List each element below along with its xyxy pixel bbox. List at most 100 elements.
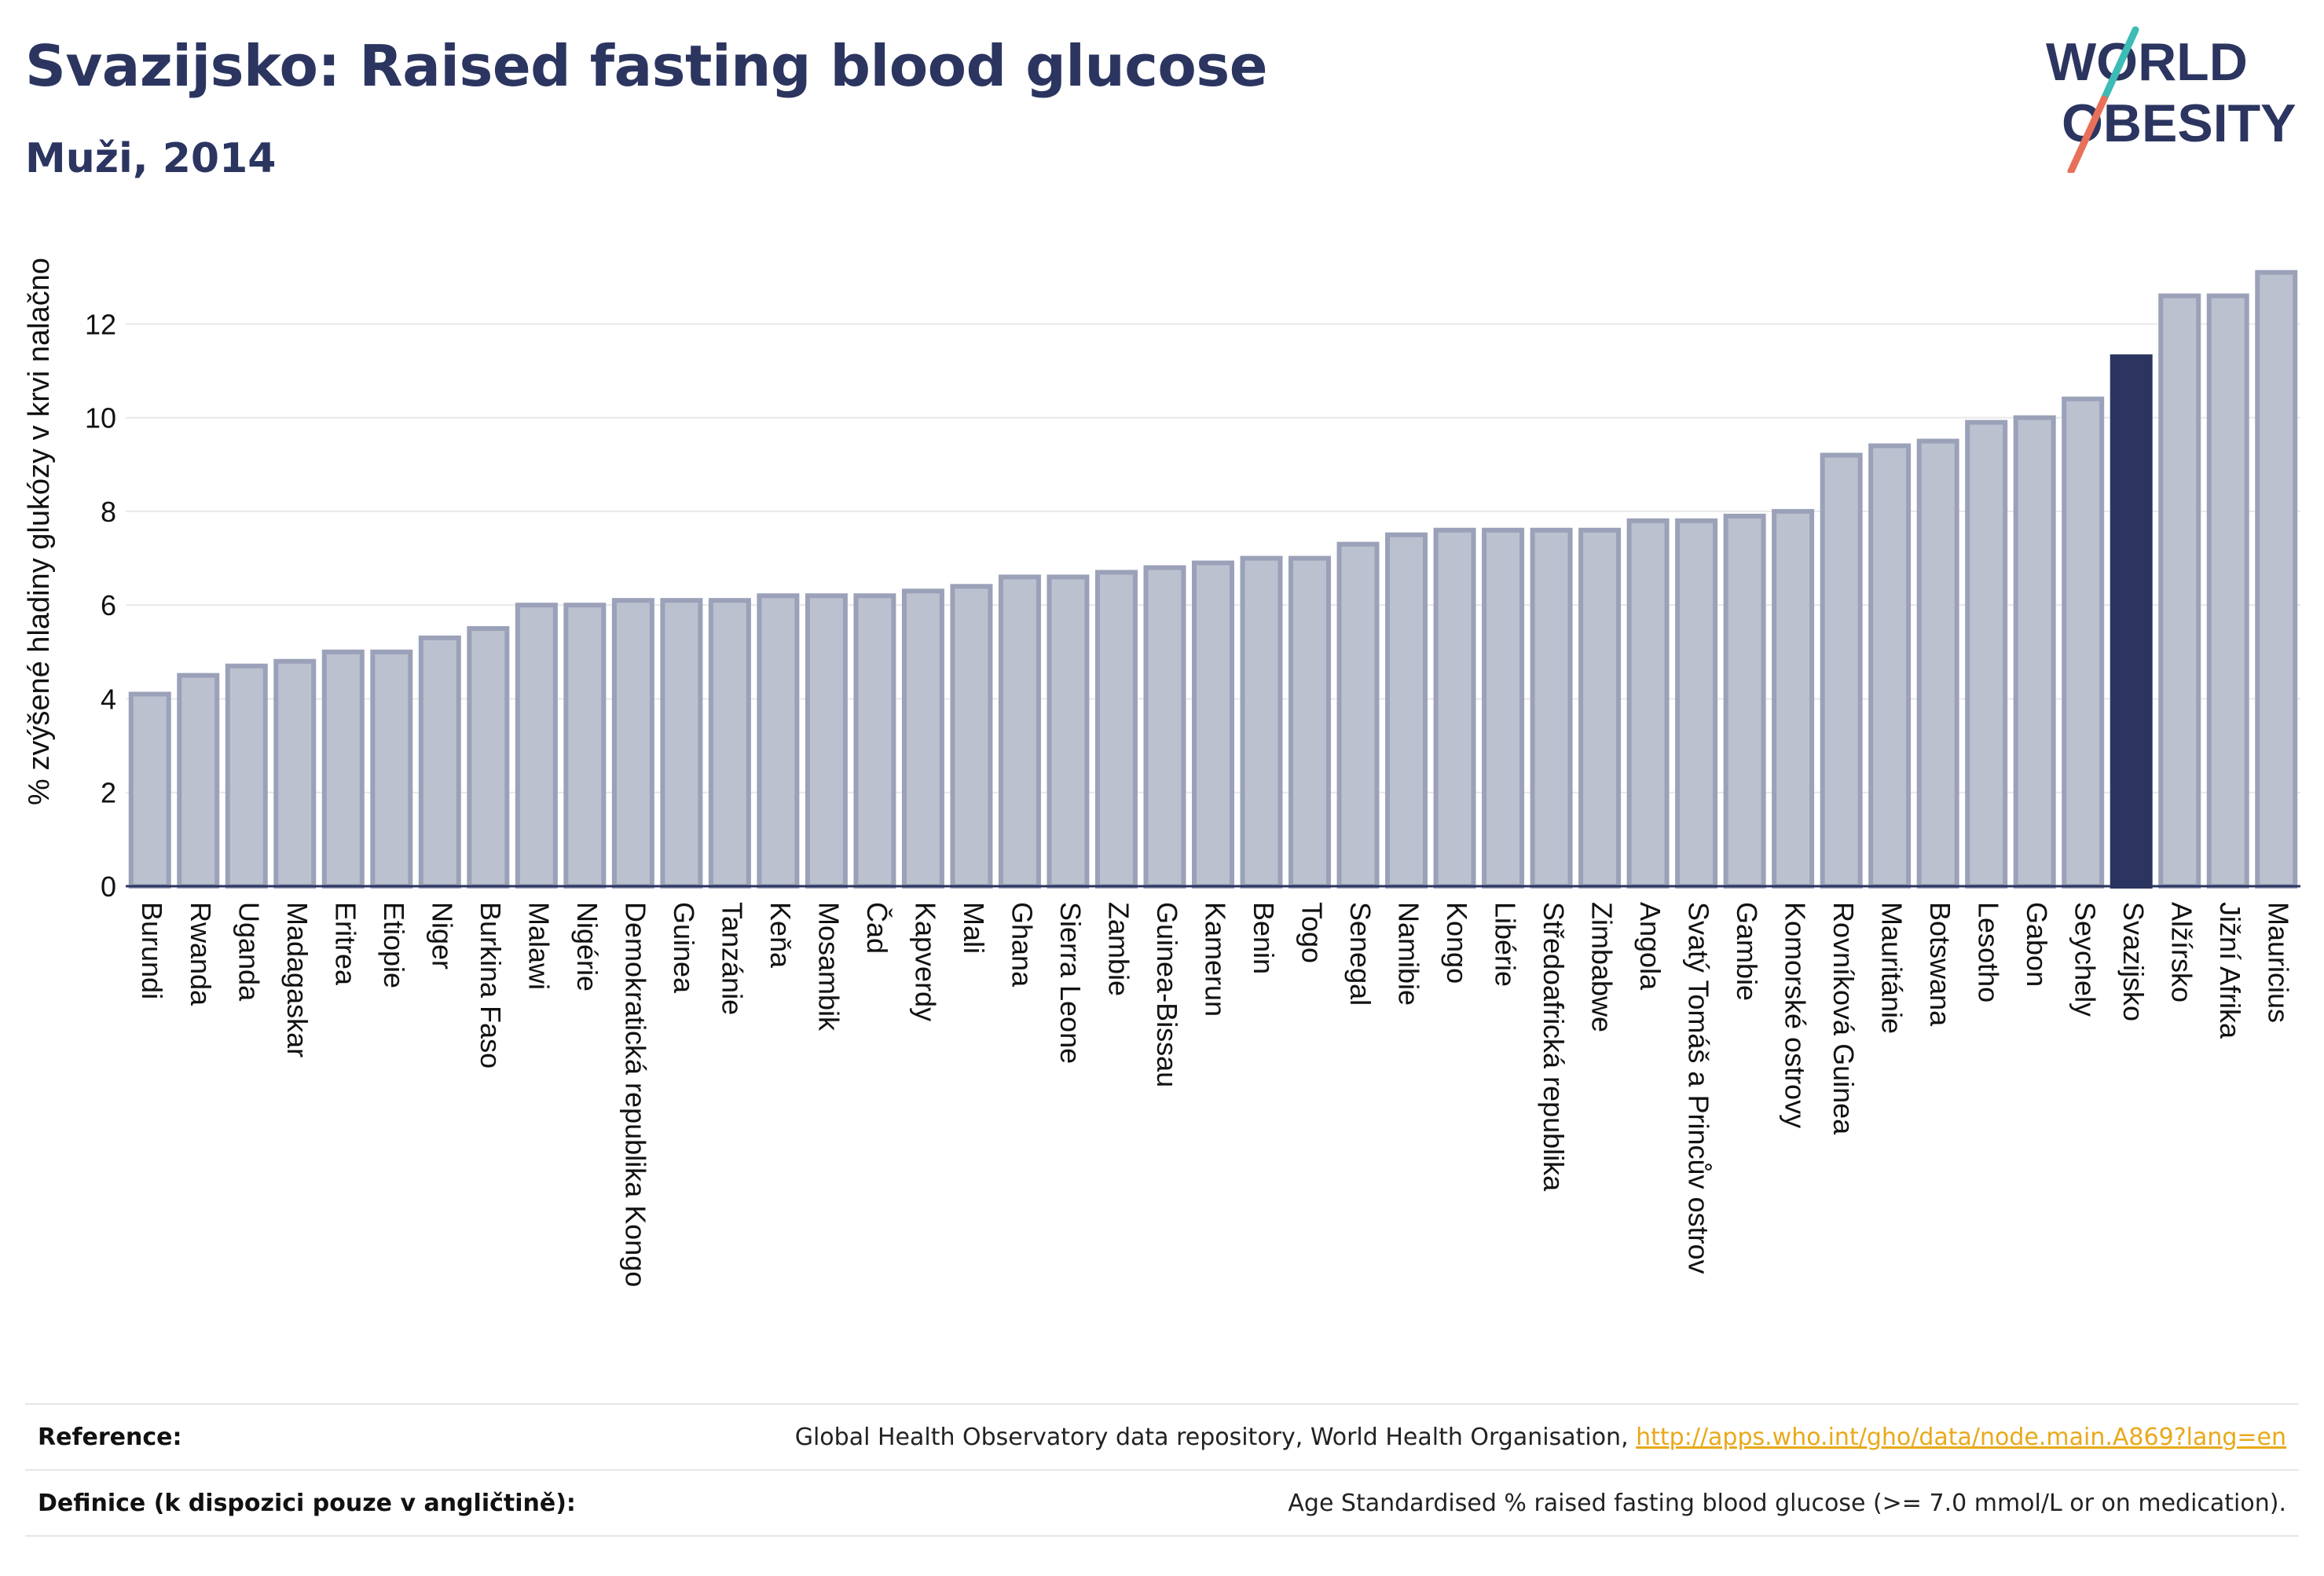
x-tick-label: Čad	[861, 902, 893, 954]
x-tick-label: Mali	[958, 902, 990, 954]
bar	[563, 603, 607, 889]
x-tick-label: Kapverdy	[909, 902, 941, 1021]
bar	[1578, 527, 1622, 889]
x-tick-label: Niger	[426, 902, 458, 969]
bar	[2062, 396, 2105, 889]
reference-value: Global Health Observatory data repositor…	[795, 1424, 2286, 1451]
x-tick-label: Burundi	[136, 902, 168, 999]
x-tick-label: Seychely	[2069, 902, 2102, 1017]
bar	[1143, 565, 1186, 889]
y-tick-label: 12	[85, 308, 116, 340]
x-tick-label: Jižní Afrika	[2214, 902, 2246, 1039]
bar	[1336, 541, 1380, 889]
bar	[1482, 527, 1525, 889]
x-tick-label: Benin	[1248, 902, 1280, 974]
x-tick-label: Ghana	[1006, 902, 1038, 988]
y-tick-label: 4	[101, 683, 116, 715]
bar	[321, 649, 365, 889]
y-axis-label: % zvýšené hladiny glukózy v krvi nalačno	[23, 258, 56, 805]
x-tick-label: Mauritánie	[1876, 902, 1908, 1034]
bar	[1723, 513, 1766, 889]
x-tick-label: Eritrea	[329, 902, 361, 986]
footer-table: Reference: Global Health Observatory dat…	[25, 1403, 2299, 1537]
x-tick-label: Keňa	[764, 902, 797, 969]
x-tick-label: Nigérie	[571, 902, 603, 991]
y-tick-label: 8	[101, 496, 116, 528]
bar	[225, 663, 268, 889]
bar	[2206, 293, 2249, 889]
y-tick-labels: 0 2 4 6 8 10 12	[85, 308, 116, 903]
bar	[2013, 415, 2056, 889]
bar	[1385, 532, 1428, 889]
bar	[1916, 438, 1959, 889]
bar	[1288, 555, 1332, 889]
definition-value: Age Standardised % raised fasting blood …	[1288, 1490, 2286, 1517]
bar	[1433, 527, 1476, 889]
bar	[370, 649, 413, 889]
world-obesity-logo: WORLD OBESITY	[2046, 26, 2297, 173]
x-tick-label: Sierra Leone	[1054, 902, 1087, 1064]
bar	[998, 574, 1041, 889]
x-tick-label: Lesotho	[1973, 902, 2005, 1002]
bar	[660, 598, 703, 889]
reference-link[interactable]: http://apps.who.int/gho/data/node.main.A…	[1636, 1424, 2286, 1451]
x-tick-label: Senegal	[1344, 902, 1376, 1006]
definition-label: Definice (k dispozici pouze v angličtině…	[38, 1490, 576, 1517]
bar	[515, 603, 558, 889]
x-tick-label: Rwanda	[185, 902, 217, 1006]
bar	[1530, 527, 1573, 889]
x-tick-label: Angola	[1634, 902, 1666, 991]
x-tick-label: Madagaskar	[281, 902, 313, 1057]
y-tick-label: 0	[101, 870, 116, 903]
y-tick-label: 10	[85, 402, 116, 434]
x-tick-label: Gambie	[1731, 902, 1763, 1001]
x-tick-label: Demokratická republika Kongo	[619, 902, 651, 1287]
logo-line-1: WORLD	[2046, 32, 2248, 92]
bar	[2110, 354, 2153, 889]
bar	[708, 598, 751, 889]
logo-slash-bottom	[2067, 95, 2108, 173]
bar	[805, 593, 848, 889]
bar	[418, 635, 461, 889]
x-tick-label: Alžírsko	[2166, 902, 2198, 1002]
bar	[128, 691, 171, 889]
bars-layer	[126, 269, 2300, 889]
bar	[853, 593, 896, 889]
x-tick-labels: Burundi Rwanda Uganda Madagaskar Eritrea Etio…	[136, 902, 2294, 1287]
bar	[177, 673, 220, 889]
x-tick-label: Kongo	[1441, 902, 1473, 984]
bar	[1192, 560, 1234, 889]
x-tick-label: Středoafrická republika	[1538, 902, 1570, 1192]
x-tick-label: Tanzánie	[716, 902, 748, 1015]
x-tick-label: Burkina Faso	[475, 902, 507, 1068]
bar	[1626, 518, 1670, 889]
x-tick-label: Uganda	[233, 902, 265, 1002]
x-tick-label: Komorské ostrovy	[1780, 902, 1812, 1128]
bar	[1047, 574, 1090, 889]
bar	[757, 593, 800, 889]
bar	[611, 598, 654, 889]
x-tick-label: Guinea	[668, 902, 700, 994]
chart-subtitle: Muži, 2014	[25, 135, 277, 182]
x-tick-label: Botswana	[1924, 902, 1956, 1027]
bar	[2255, 269, 2298, 889]
x-tick-label: Mauricius	[2263, 902, 2295, 1023]
x-tick-label: Rovníková Guinea	[1827, 902, 1860, 1135]
bar	[467, 625, 510, 889]
x-tick-label: Mosambik	[812, 902, 845, 1032]
bar	[1240, 555, 1283, 889]
x-tick-label: Libérie	[1490, 902, 1522, 987]
bar	[2158, 293, 2201, 889]
x-tick-label: Gabon	[2021, 902, 2053, 987]
logo-slash-top	[2100, 26, 2139, 103]
reference-row: Reference: Global Health Observatory dat…	[25, 1403, 2299, 1469]
x-tick-label: Svazijsko	[2117, 902, 2150, 1021]
y-tick-label: 6	[101, 589, 116, 621]
reference-text: Global Health Observatory data repositor…	[794, 1424, 1637, 1451]
reference-label: Reference:	[38, 1424, 182, 1451]
bar	[1965, 420, 2008, 889]
bar	[1772, 508, 1815, 889]
bar	[950, 584, 993, 889]
bar	[1820, 453, 1863, 889]
x-tick-label: Namibie	[1393, 902, 1425, 1006]
